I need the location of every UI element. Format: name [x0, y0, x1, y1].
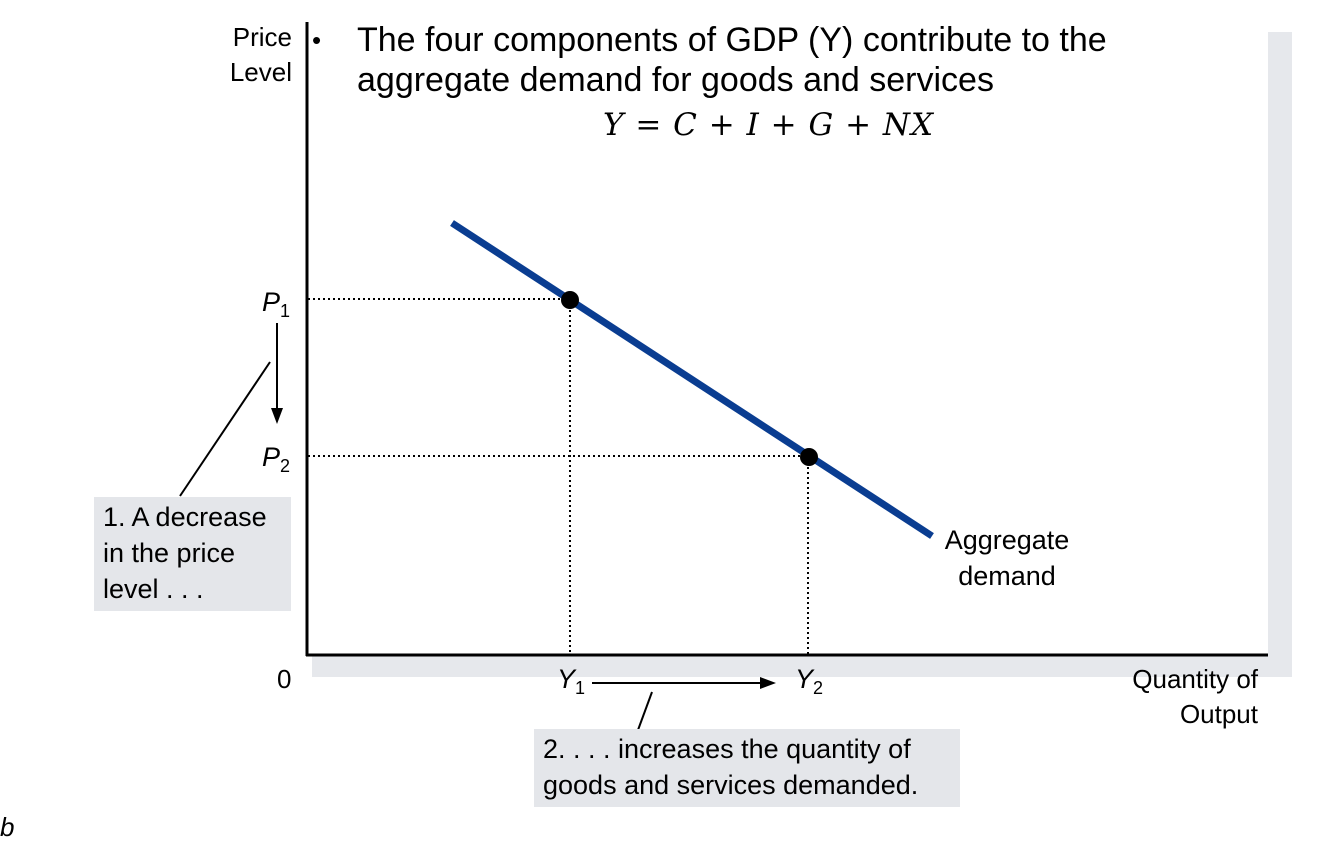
p2-label-base: P	[262, 442, 281, 472]
aggregate-demand-label: Aggregate demand	[932, 522, 1082, 594]
note2-line1: 2. . . . increases the quantity of	[543, 734, 911, 764]
footer-letter: b	[0, 812, 15, 842]
aggregate-demand-label-line1: Aggregate	[944, 525, 1070, 555]
note1-line3: level . . .	[103, 574, 204, 604]
p1-label-sub: 1	[280, 301, 291, 321]
point-p2-y2	[800, 448, 818, 466]
aggregate-demand-curve	[450, 220, 934, 539]
aggregate-demand-label-line2: demand	[958, 561, 1056, 591]
note1-leader-line	[179, 361, 271, 497]
note2-line2: goods and services demanded.	[543, 770, 919, 800]
x-axis-label: Quantity of Output	[1080, 662, 1258, 732]
y-axis-label-line2: Level	[229, 57, 292, 87]
bullet-text: The four components of GDP (Y) contribut…	[357, 20, 1257, 100]
price-decrease-arrowhead	[271, 408, 283, 424]
note2-leader-line	[637, 691, 653, 731]
p2-label-sub: 2	[280, 456, 291, 476]
frame-shadow-bottom	[312, 655, 1292, 677]
x-axis-label-line1: Quantity of	[1132, 664, 1258, 694]
p1-label: P1	[262, 287, 290, 322]
y1-label: Y1	[557, 664, 585, 699]
y2-label: Y2	[795, 664, 823, 699]
y2-label-base: Y	[795, 664, 814, 694]
bullet-icon: •	[312, 25, 322, 55]
frame-shadow-right	[1268, 32, 1292, 677]
y1-label-sub: 1	[575, 678, 586, 698]
note1-line1: 1. A decrease	[103, 502, 267, 532]
origin-label: 0	[277, 664, 292, 694]
y-axis-label-line1: Price	[232, 22, 292, 52]
note1-line2: in the price	[103, 538, 236, 568]
p1-label-base: P	[262, 287, 281, 317]
gdp-equation: Y = C + I + G + NX	[603, 107, 935, 143]
y1-label-base: Y	[557, 664, 576, 694]
x-axis-label-line2: Output	[1179, 699, 1258, 729]
bullet-text-line1: The four components of GDP (Y) contribut…	[357, 21, 1107, 59]
quantity-increase-note: 2. . . . increases the quantity of goods…	[534, 729, 960, 807]
quantity-increase-arrowhead	[760, 677, 776, 689]
p2-label: P2	[262, 442, 290, 477]
point-p1-y1	[561, 291, 579, 309]
y-axis-label: Price Level	[212, 20, 292, 90]
y2-label-sub: 2	[813, 678, 824, 698]
bullet-text-line2: aggregate demand for goods and services	[357, 61, 994, 99]
price-decrease-note: 1. A decrease in the price level . . .	[94, 497, 291, 611]
